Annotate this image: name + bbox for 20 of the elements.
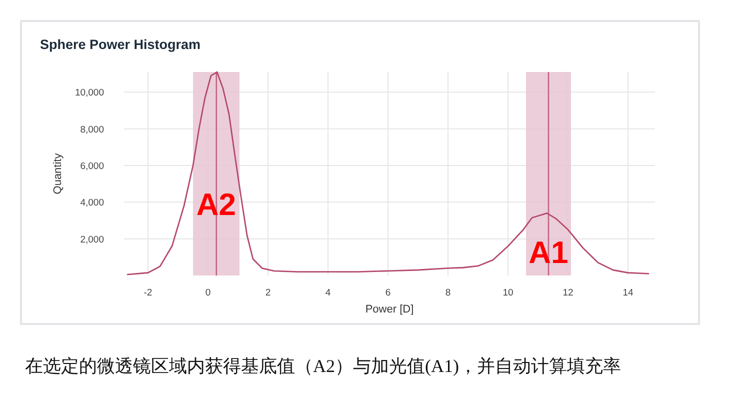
y-tick-label: 10,000	[74, 88, 104, 99]
x-tick-label: -2	[144, 288, 152, 298]
y-tick-label: 8,000	[80, 124, 104, 136]
y-tick-label: 4,000	[80, 198, 104, 209]
x-tick-label: 12	[562, 288, 574, 298]
chart-title: Sphere Power Histogram	[40, 37, 201, 52]
y-axis-title: Quantity	[52, 152, 64, 194]
x-tick-label: 6	[385, 288, 391, 298]
x-axis-title: Power [D]	[365, 304, 414, 316]
x-tick-label: 8	[445, 288, 451, 298]
x-tick-label: 14	[622, 288, 634, 298]
text: 在选定的微透镜区域内获得基底值（A2）与加光值(A1)，并自动计算填充率	[25, 356, 621, 376]
x-tick-label: 0	[205, 288, 211, 298]
band-label: A2	[196, 187, 236, 222]
band-label: A1	[528, 235, 568, 270]
x-tick-label: 2	[265, 288, 271, 298]
y-tick-label: 2,000	[80, 234, 104, 246]
x-tick-label: 4	[325, 288, 331, 298]
y-tick-label: 6,000	[80, 161, 104, 172]
x-tick-label: 10	[502, 288, 514, 298]
